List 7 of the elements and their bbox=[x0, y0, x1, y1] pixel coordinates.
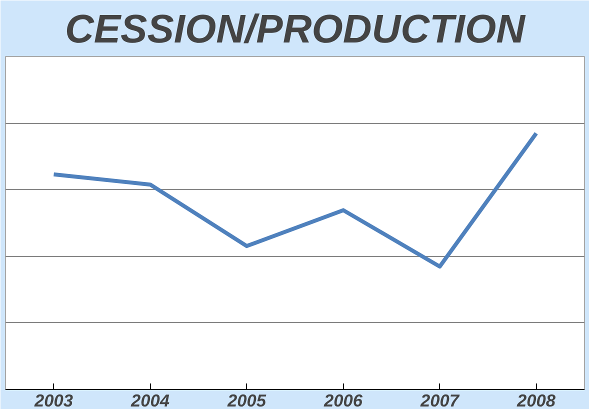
x-tick-label: 2008 bbox=[516, 390, 556, 409]
x-tick-label: 2006 bbox=[322, 390, 363, 409]
x-tick-label: 2004 bbox=[130, 390, 170, 409]
chart-title: CESSION/PRODUCTION bbox=[64, 8, 526, 52]
x-tick-label: 2005 bbox=[226, 390, 266, 409]
x-tick-label: 2003 bbox=[33, 390, 74, 409]
x-tick-label: 2007 bbox=[419, 390, 460, 409]
